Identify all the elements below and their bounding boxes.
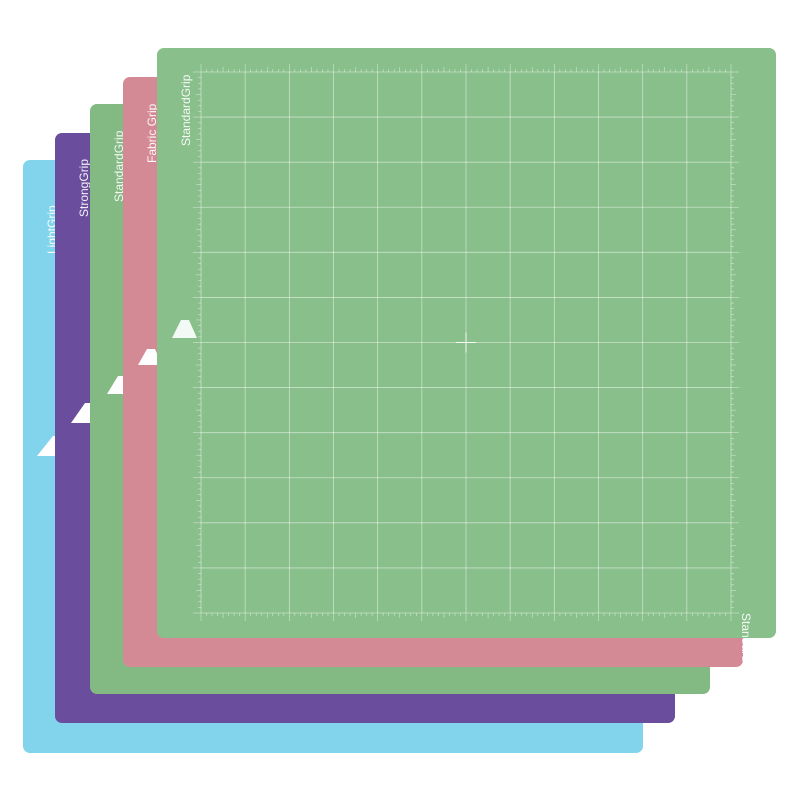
stronggrip-label: StrongGrip <box>77 158 91 217</box>
fabricgrip-hang-notch <box>138 349 162 365</box>
standardgrip-front-hang-notch <box>172 320 197 338</box>
standardgrip-mat-front: StandardGrip StandardGrip <box>157 48 776 684</box>
cutting-grid <box>193 64 739 621</box>
